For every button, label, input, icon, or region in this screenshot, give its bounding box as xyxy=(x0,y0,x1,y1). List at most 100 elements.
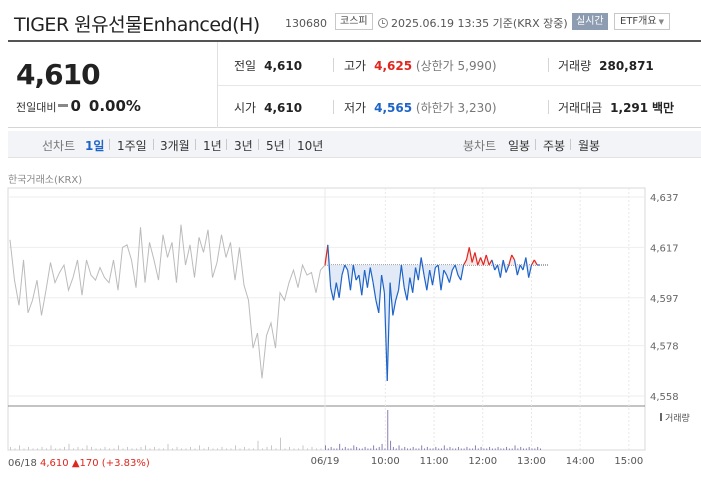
prev-day-close: 4,610 xyxy=(37,458,69,469)
x-tick-label: 14:00 xyxy=(566,456,595,467)
today-volume-bar xyxy=(358,448,360,450)
today-volume-bar xyxy=(520,446,522,450)
today-line-segment xyxy=(460,264,465,281)
today-line-segment xyxy=(508,254,513,266)
period-1week[interactable]: 1주일 xyxy=(117,139,147,153)
today-volume-bar xyxy=(528,446,530,450)
period-3month[interactable]: 3개월 xyxy=(160,139,190,153)
candle-daily[interactable]: 일봉 xyxy=(508,139,531,153)
candle-monthly[interactable]: 월봉 xyxy=(578,139,601,153)
today-line-segment xyxy=(372,282,377,301)
today-volume-bar xyxy=(350,448,352,450)
prev-day-volume-bar xyxy=(293,448,295,450)
today-volume-bar xyxy=(341,448,343,450)
period-1year[interactable]: 1년 xyxy=(203,139,222,153)
today-line-segment xyxy=(409,277,414,293)
today-volume-bar xyxy=(500,448,502,450)
today-volume-bar xyxy=(407,448,409,450)
prev-day-volume-bar xyxy=(28,446,29,450)
today-volume-bar xyxy=(517,448,519,450)
today-volume-bar xyxy=(497,446,499,450)
today-line-segment xyxy=(499,259,504,278)
today-volume-bar xyxy=(364,446,366,450)
prev-day-volume-bar xyxy=(73,448,74,450)
today-line-segment xyxy=(383,292,388,381)
today-volume-bar xyxy=(353,445,355,450)
prev-day-volume-bar xyxy=(212,448,214,450)
period-separator xyxy=(109,139,110,150)
prev-day-volume-bar xyxy=(176,446,178,450)
prev-day-volume-bar xyxy=(86,445,88,450)
stat-amount-unit: 백만 xyxy=(651,101,675,115)
today-volume-bar xyxy=(404,446,406,450)
today-volume-bar xyxy=(483,448,485,450)
today-volume-bar xyxy=(506,446,508,450)
today-volume-bar xyxy=(469,448,471,450)
prev-day-volume-bar xyxy=(235,445,236,450)
candle-weekly[interactable]: 주봉 xyxy=(543,139,566,153)
prev-day-volume-bar xyxy=(118,445,119,450)
etf-overview-label: ETF개요 xyxy=(620,16,657,27)
prev-day-volume-bar xyxy=(77,446,79,450)
today-line-segment xyxy=(480,257,484,266)
today-volume-bar xyxy=(508,448,510,450)
period-1day[interactable]: 1일 xyxy=(85,139,105,153)
stat-amount: 거래대금 1,291 백만 xyxy=(558,99,674,116)
stock-title[interactable]: TIGER 원유선물Enhanced(H) xyxy=(14,14,260,36)
today-volume-bar xyxy=(395,448,397,450)
today-line-segment xyxy=(386,282,391,381)
period-5year[interactable]: 5년 xyxy=(266,139,285,153)
today-volume-bar xyxy=(474,445,476,450)
today-line-segment xyxy=(488,259,493,266)
today-volume-bar xyxy=(361,448,363,450)
x-tick-label: 11:00 xyxy=(420,456,449,467)
period-10year[interactable]: 10년 xyxy=(297,139,324,153)
today-line-segment xyxy=(502,259,507,273)
price-summary: 4,610 전일대비 0 0.00% 전일 4,610 고가 4,625 (상한가 5,… xyxy=(8,40,701,128)
prev-day-change: ▲170 xyxy=(69,458,99,469)
quote-datetime: 2025.06.19 13:35 기준(KRX 장중) xyxy=(378,15,568,31)
prev-day-volume-bar xyxy=(302,445,304,450)
stat-prev-close-label: 전일 xyxy=(234,59,257,73)
prev-day-summary: 06/18 4,610 ▲170 (+3.83%) xyxy=(8,458,150,469)
realtime-button[interactable]: 실시간 xyxy=(572,13,608,30)
today-line-segment xyxy=(352,264,357,281)
today-line-segment xyxy=(392,300,397,316)
today-line-segment xyxy=(525,257,530,278)
today-volume-bar xyxy=(327,448,329,450)
period-separator xyxy=(195,139,196,150)
prev-day-volume-bar xyxy=(145,445,146,450)
today-line-segment xyxy=(485,254,490,266)
stat-high-label: 고가 xyxy=(344,59,367,73)
today-volume-bar xyxy=(472,448,474,450)
period-3year[interactable]: 3년 xyxy=(234,139,253,153)
prev-day-volume-bar xyxy=(95,448,97,450)
today-volume-bar xyxy=(537,446,539,450)
today-volume-bar xyxy=(409,448,411,450)
today-line-segment xyxy=(505,264,510,273)
today-line-segment xyxy=(364,269,369,288)
prev-day-volume-bar xyxy=(230,448,232,450)
today-line-segment xyxy=(474,252,479,266)
today-volume-bar xyxy=(373,445,375,450)
today-volume-bar xyxy=(415,448,417,450)
prev-day-volume-bar xyxy=(185,448,187,450)
prev-day-volume-bar xyxy=(280,437,281,450)
stat-prev-close-value: 4,610 xyxy=(264,59,303,73)
prev-day-volume-bar xyxy=(131,448,133,450)
today-line-segment xyxy=(380,274,386,293)
today-volume-bar xyxy=(384,448,386,450)
today-volume-bar xyxy=(440,448,442,450)
today-line-segment xyxy=(420,257,425,276)
stat-prev-close: 전일 4,610 xyxy=(234,57,302,74)
today-volume-bar xyxy=(325,445,326,450)
change-row: 전일대비 0 0.00% xyxy=(16,96,141,115)
today-volume-bar xyxy=(339,443,341,450)
stat-open-label: 시가 xyxy=(234,101,257,115)
today-volume-bar xyxy=(514,445,516,450)
etf-overview-dropdown[interactable]: ETF개요 ▼ xyxy=(614,13,670,30)
today-line-segment xyxy=(426,269,431,291)
prev-day-volume-bar xyxy=(244,446,245,450)
prev-day-volume-bar xyxy=(113,448,115,450)
